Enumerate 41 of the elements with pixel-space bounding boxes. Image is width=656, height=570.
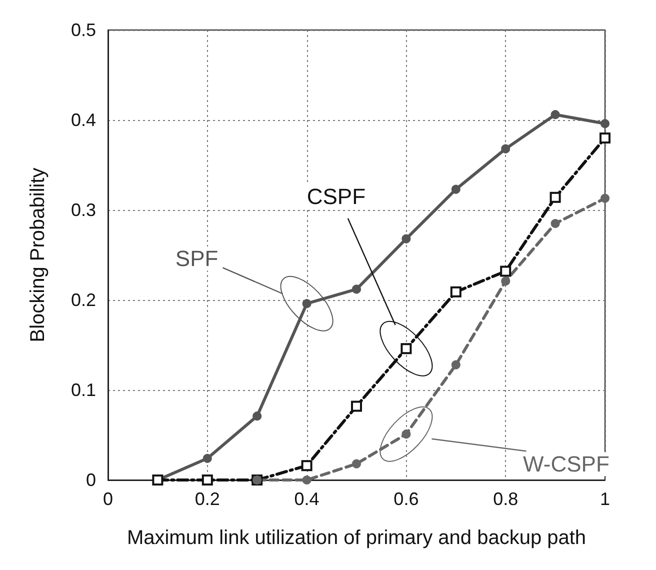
point (351, 400, 362, 412)
point (202, 474, 213, 486)
point (302, 476, 312, 484)
point (451, 360, 460, 370)
y-tick-label: 0.3 (70, 200, 96, 220)
point (500, 266, 512, 277)
point (301, 460, 312, 472)
point (501, 144, 510, 154)
point (600, 194, 610, 203)
point (352, 284, 361, 294)
x-tick-label: 0 (102, 489, 114, 509)
point (550, 219, 560, 228)
point (550, 110, 560, 120)
x-tick-label: 0.8 (493, 489, 518, 509)
point (402, 234, 411, 244)
x-tick-label: 0.2 (194, 489, 220, 509)
point (600, 132, 610, 144)
point (550, 192, 561, 203)
x-tick-label: 1 (600, 489, 610, 509)
y-tick-label: 0.4 (70, 110, 96, 130)
point (451, 184, 460, 194)
y-tick-label: 0 (86, 470, 96, 490)
y-tick-label: 0.2 (70, 290, 96, 310)
text: SPF (175, 246, 218, 272)
text: W-CSPF (523, 452, 610, 477)
text: CSPF (306, 184, 366, 210)
point (352, 459, 361, 468)
y-tick-label: 0.5 (70, 20, 96, 40)
point (501, 276, 510, 286)
x-axis-title: Maximum link utilization of primary and backup path (126, 527, 586, 549)
point (402, 430, 411, 439)
x-tick-label: 0.6 (394, 489, 419, 509)
point (450, 286, 462, 298)
y-axis-title: Blocking Probability (27, 168, 49, 342)
point (302, 299, 312, 308)
x-tick-label: 0.4 (294, 489, 320, 509)
y-tick-label: 0.1 (70, 380, 96, 400)
point (202, 454, 212, 463)
point (400, 343, 412, 354)
point (600, 119, 610, 128)
point (252, 412, 262, 421)
